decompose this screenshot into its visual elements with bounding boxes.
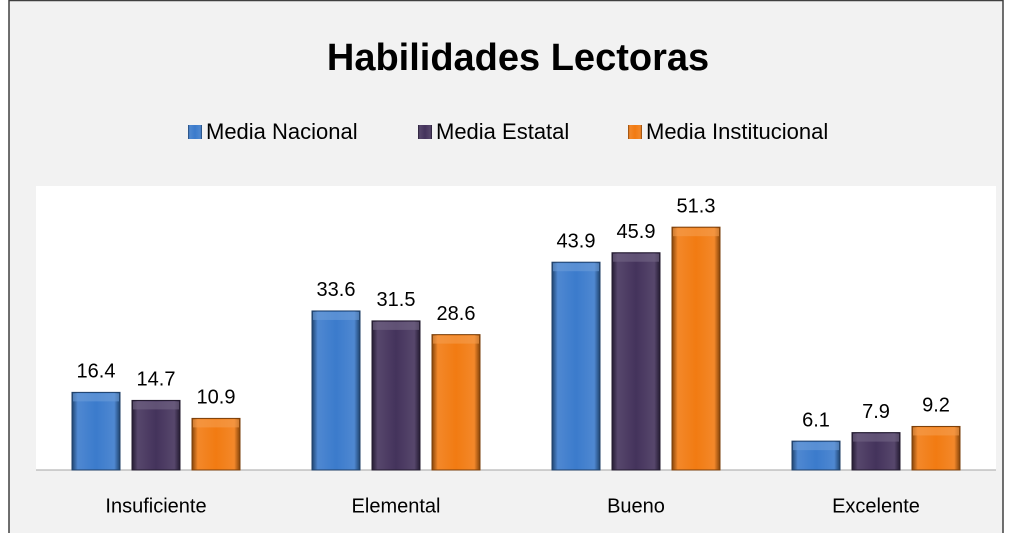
data-label: 45.9: [617, 221, 656, 243]
chart-title: Habilidades Lectoras: [327, 37, 709, 79]
x-tick-label: Bueno: [607, 495, 665, 517]
bar: [371, 320, 421, 471]
bar: [551, 261, 601, 471]
bar-bevel: [793, 442, 839, 451]
bar-bevel: [553, 263, 599, 272]
data-label: 9.2: [922, 395, 950, 417]
data-label: 10.9: [197, 387, 236, 409]
bar-bevel: [433, 335, 479, 344]
x-tick-label: Elemental: [352, 495, 441, 517]
bar: [431, 334, 481, 471]
bar-bevel: [313, 311, 359, 320]
data-label: 7.9: [862, 401, 890, 423]
legend-swatch: [628, 125, 642, 139]
bar-bevel: [913, 427, 959, 436]
bar-bevel: [193, 419, 239, 428]
legend-label: Media Institucional: [646, 119, 828, 144]
bar: [71, 391, 121, 471]
data-label: 43.9: [557, 230, 596, 252]
bar-bevel: [853, 433, 899, 442]
data-label: 28.6: [437, 303, 476, 325]
x-tick-label: Insuficiente: [105, 495, 206, 517]
bar-bevel: [673, 228, 719, 237]
bar: [611, 252, 661, 471]
data-label: 31.5: [377, 289, 416, 311]
bar-bevel: [133, 401, 179, 410]
bar: [671, 226, 721, 471]
data-label: 33.6: [317, 279, 356, 301]
bar: [311, 310, 361, 471]
legend-label: Media Nacional: [206, 119, 358, 144]
data-label: 14.7: [137, 369, 176, 391]
bar-bevel: [373, 321, 419, 330]
data-label: 51.3: [677, 195, 716, 217]
x-tick-label: Excelente: [832, 495, 920, 517]
bar: [131, 399, 181, 471]
bar-bevel: [613, 253, 659, 262]
legend-label: Media Estatal: [436, 119, 569, 144]
data-label: 6.1: [802, 409, 830, 431]
legend-swatch: [418, 125, 432, 139]
data-label: 16.4: [77, 361, 116, 383]
bar-bevel: [73, 393, 119, 402]
legend-swatch: [188, 125, 202, 139]
